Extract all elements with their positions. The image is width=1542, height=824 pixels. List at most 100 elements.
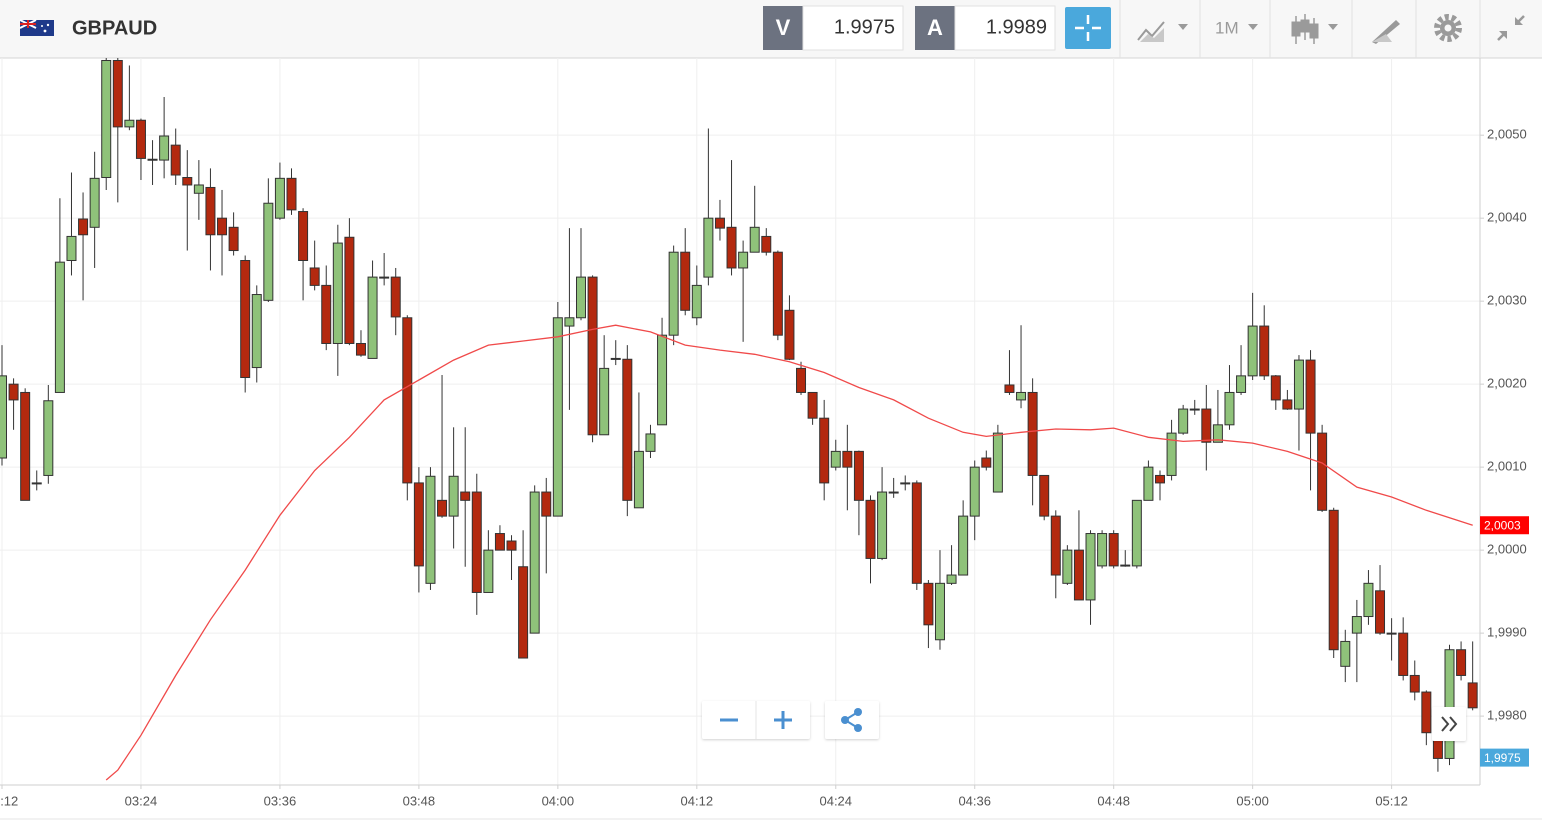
settings-button[interactable] [1434, 14, 1462, 42]
candle-body-down [1050, 515, 1061, 576]
candle-body-down [622, 358, 633, 501]
sell-value: 1.9975 [834, 16, 895, 38]
sell-label: V [776, 15, 791, 40]
candle-body-down [888, 491, 899, 494]
x-tick-label: 03:48 [403, 793, 436, 808]
y-tick-label: 2,0050 [1487, 127, 1527, 142]
candle-body-down [31, 482, 42, 485]
candle-body-down [286, 177, 297, 211]
zoom-in-button[interactable] [774, 711, 792, 729]
candle-body-down [1409, 674, 1420, 693]
candle-body-down [1328, 509, 1339, 651]
candle-body-down [714, 217, 725, 229]
candle-body-down [1398, 632, 1409, 676]
candle-body-up [147, 158, 158, 161]
x-tick-label: 05:00 [1236, 793, 1269, 808]
minimize-button[interactable] [1497, 15, 1525, 41]
candle-body-down [1004, 384, 1015, 393]
candle-body-down [78, 218, 89, 236]
moving-average-line [105, 324, 1473, 781]
candle-body-up [1444, 649, 1455, 759]
zoom-controls [702, 701, 810, 739]
x-tick-label: 04:48 [1097, 793, 1130, 808]
candle-body-up [425, 475, 436, 584]
x-tick-label: 04:12 [681, 793, 714, 808]
x-tick-label: 03:36 [264, 793, 297, 808]
candle-body-down [541, 491, 552, 517]
y-tick-label: 2,0030 [1487, 293, 1527, 308]
sell-price[interactable]: V 1.9975 [763, 5, 904, 51]
candle-body-down [1155, 474, 1165, 484]
candle-body-down [8, 383, 19, 401]
y-tick-label: 2,0020 [1487, 376, 1527, 391]
candle-body-down [1386, 632, 1397, 635]
candle-body-down [379, 276, 390, 279]
candle-body-down [772, 251, 783, 336]
candle-body-down [587, 276, 598, 436]
candle-body-down [900, 482, 911, 485]
candle-body-up [66, 235, 77, 261]
timeframe: 1M [1215, 18, 1239, 37]
candle-body-up [552, 317, 563, 517]
candle-body-up [332, 242, 343, 344]
candle-body-up [1131, 499, 1142, 567]
candle-body-up [992, 432, 1003, 493]
candle-body-down [217, 217, 228, 236]
candle-body-down [518, 566, 529, 659]
candle-body-up [483, 549, 494, 593]
candle-body-down [680, 251, 691, 311]
candle-style-button[interactable] [1291, 14, 1338, 44]
candle-body-down [228, 226, 239, 252]
x-tick-label: 04:24 [819, 793, 852, 808]
candle-body-down [20, 391, 31, 501]
candle-body-up [193, 184, 204, 194]
candle-body-up [89, 177, 100, 228]
candle-body-down [911, 482, 922, 584]
price-tag [1480, 516, 1529, 535]
share-button[interactable] [825, 701, 879, 739]
candle-body-up [54, 261, 65, 393]
candle-body-up [946, 574, 957, 584]
candle-body-up [691, 284, 702, 319]
drawing-tools-button[interactable] [1372, 20, 1400, 44]
candle-body-up [657, 334, 668, 426]
timeframe-button[interactable]: 1M [1215, 18, 1258, 37]
candle-body-up [529, 491, 540, 634]
candle-body-down [413, 482, 424, 567]
buy-price[interactable]: A 1.9989 [915, 5, 1056, 51]
candle-body-up [645, 433, 656, 452]
candle-body-down [1421, 691, 1432, 734]
candle-body-down [182, 177, 193, 186]
candle-body-down [853, 450, 864, 501]
x-tick-label: 04:00 [542, 793, 575, 808]
candle-body-down [298, 211, 309, 261]
candle-body-up [159, 135, 170, 161]
candle-body-up [668, 251, 679, 336]
candle-body-down [460, 491, 471, 501]
candle-body-up [1085, 533, 1096, 601]
candle-body-up [274, 177, 285, 219]
toolbar-separators [1119, 0, 1481, 58]
candle-body-down [1467, 682, 1478, 709]
candle-body-down [1456, 649, 1467, 676]
candle-body-up [367, 276, 378, 359]
chart-type-button[interactable] [1137, 21, 1188, 42]
candle-body-down [784, 309, 795, 360]
candle-body-up [1178, 408, 1189, 434]
candle-body-up [1236, 375, 1247, 393]
candle-body-up [738, 251, 749, 269]
scroll-to-end-button[interactable] [1432, 707, 1466, 741]
price-tag-label: 2,0003 [1484, 518, 1521, 532]
buy-label: A [927, 15, 943, 40]
price-tag [1480, 748, 1529, 767]
candle-body-up [934, 582, 945, 641]
candle-body-up [1340, 640, 1351, 667]
crosshair-button[interactable] [1065, 7, 1111, 49]
candle-body-up [564, 317, 575, 327]
candle-body-down [761, 235, 772, 253]
candle-body-down [1073, 549, 1084, 601]
x-tick-label: 03:24 [125, 793, 158, 808]
candle-body-down [1108, 533, 1119, 567]
y-tick-label: 1,9980 [1487, 708, 1527, 723]
